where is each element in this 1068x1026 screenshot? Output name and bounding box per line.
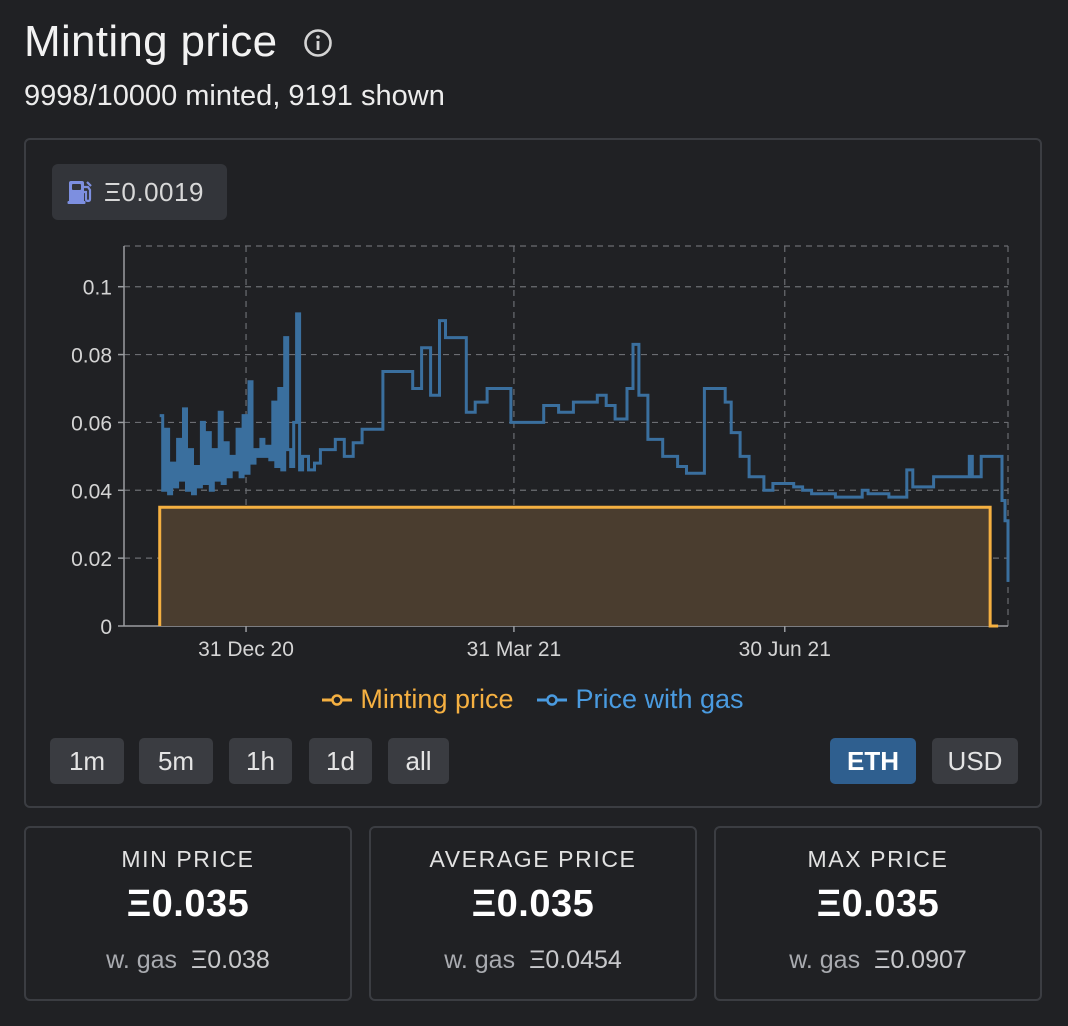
- legend-label: Price with gas: [575, 684, 744, 714]
- currency-button-eth[interactable]: ETH: [830, 738, 916, 784]
- stat-gas-label: w. gas: [789, 946, 861, 974]
- minting-price-line: [158, 505, 999, 628]
- y-tick-label: 0.1: [83, 277, 112, 300]
- y-tick-label: 0.02: [71, 548, 112, 571]
- gas-price-value: Ξ0.0019: [104, 176, 204, 207]
- gas-pump-icon: [67, 181, 92, 204]
- stat-value: Ξ0.035: [816, 883, 940, 925]
- average-price-card: AVERAGE PRICE Ξ0.035 w. gas Ξ0.0454: [369, 826, 697, 1001]
- gas-price-badge: Ξ0.0019: [52, 164, 227, 220]
- legend-label: Minting price: [360, 684, 514, 714]
- stat-gas-value: Ξ0.038: [191, 946, 270, 974]
- currency-button-usd[interactable]: USD: [932, 738, 1018, 784]
- page-title: Minting price: [24, 17, 278, 66]
- price-chart: 0 0.02 0.04 0.06 0.08 0.1 31 Dec 20 31 Mar 21 30…: [71, 245, 1010, 661]
- x-tick-label: 30 Jun 21: [739, 638, 831, 661]
- range-button-1d[interactable]: 1d: [309, 738, 372, 784]
- legend-marker-icon: [537, 693, 568, 706]
- chart-legend: Minting price Price with gas: [26, 684, 1040, 715]
- stat-gas-value: Ξ0.0907: [874, 946, 967, 974]
- x-tick-label: 31 Mar 21: [467, 638, 562, 661]
- max-price-card: MAX PRICE Ξ0.035 w. gas Ξ0.0907: [714, 826, 1042, 1001]
- stat-label: MAX PRICE: [807, 846, 949, 872]
- range-button-1h[interactable]: 1h: [229, 738, 292, 784]
- stat-gas-value: Ξ0.0454: [529, 946, 622, 974]
- min-price-card: MIN PRICE Ξ0.035 w. gas Ξ0.038: [24, 826, 352, 1001]
- legend-item-price-with-gas[interactable]: Price with gas: [537, 684, 744, 715]
- y-tick-label: 0.08: [71, 345, 112, 368]
- x-tick-label: 31 Dec 20: [198, 638, 294, 661]
- legend-item-minting-price[interactable]: Minting price: [322, 684, 513, 715]
- range-button-all[interactable]: all: [388, 738, 449, 784]
- minting-price-area: [159, 507, 991, 626]
- y-tick-label: 0: [100, 616, 112, 639]
- minted-count-subtitle: 9998/10000 minted, 9191 shown: [24, 80, 445, 112]
- stat-gas-label: w. gas: [444, 946, 516, 974]
- stat-gas-label: w. gas: [106, 946, 178, 974]
- stat-gas-row: w. gas Ξ0.038: [26, 946, 350, 975]
- y-tick-label: 0.06: [71, 412, 112, 435]
- price-with-gas-line: [159, 312, 1010, 582]
- info-icon[interactable]: [303, 28, 333, 58]
- title-row: Minting price: [24, 14, 333, 70]
- stat-gas-row: w. gas Ξ0.0454: [371, 946, 695, 975]
- range-button-1m[interactable]: 1m: [50, 738, 124, 784]
- y-tick-label: 0.04: [71, 480, 112, 503]
- chart-panel: Ξ0.0019 0 0.02 0.04 0.06 0.08 0.1 31 Dec 20 31 …: [24, 138, 1042, 808]
- stat-value: Ξ0.035: [126, 883, 250, 925]
- stat-value: Ξ0.035: [471, 883, 595, 925]
- stat-label: MIN PRICE: [121, 846, 255, 872]
- stat-gas-row: w. gas Ξ0.0907: [716, 946, 1040, 975]
- range-button-5m[interactable]: 5m: [139, 738, 213, 784]
- stat-label: AVERAGE PRICE: [429, 846, 637, 872]
- legend-marker-icon: [322, 693, 353, 706]
